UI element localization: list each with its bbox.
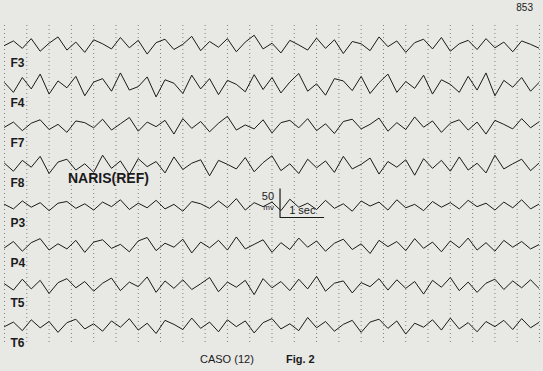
svg-text:T6: T6 [11,336,25,350]
html-text:NARIS(REF): NARIS(REF) [68,170,149,186]
svg-text:50: 50 [262,190,274,202]
svg-text:F8: F8 [11,176,25,190]
html-text:853: 853 [516,2,533,13]
svg-text:F4: F4 [11,96,25,110]
svg-text:F3: F3 [11,56,25,70]
svg-text:T5: T5 [11,296,25,310]
svg-text:mv: mv [263,203,274,212]
html-text:CASO (12): CASO (12) [200,353,254,365]
svg-text:P4: P4 [11,256,26,270]
svg-text:1 sec: 1 sec [289,204,316,216]
html-text:Fig. 2: Fig. 2 [286,353,315,365]
svg-text:F7: F7 [11,136,25,150]
svg-text:P3: P3 [11,216,26,230]
